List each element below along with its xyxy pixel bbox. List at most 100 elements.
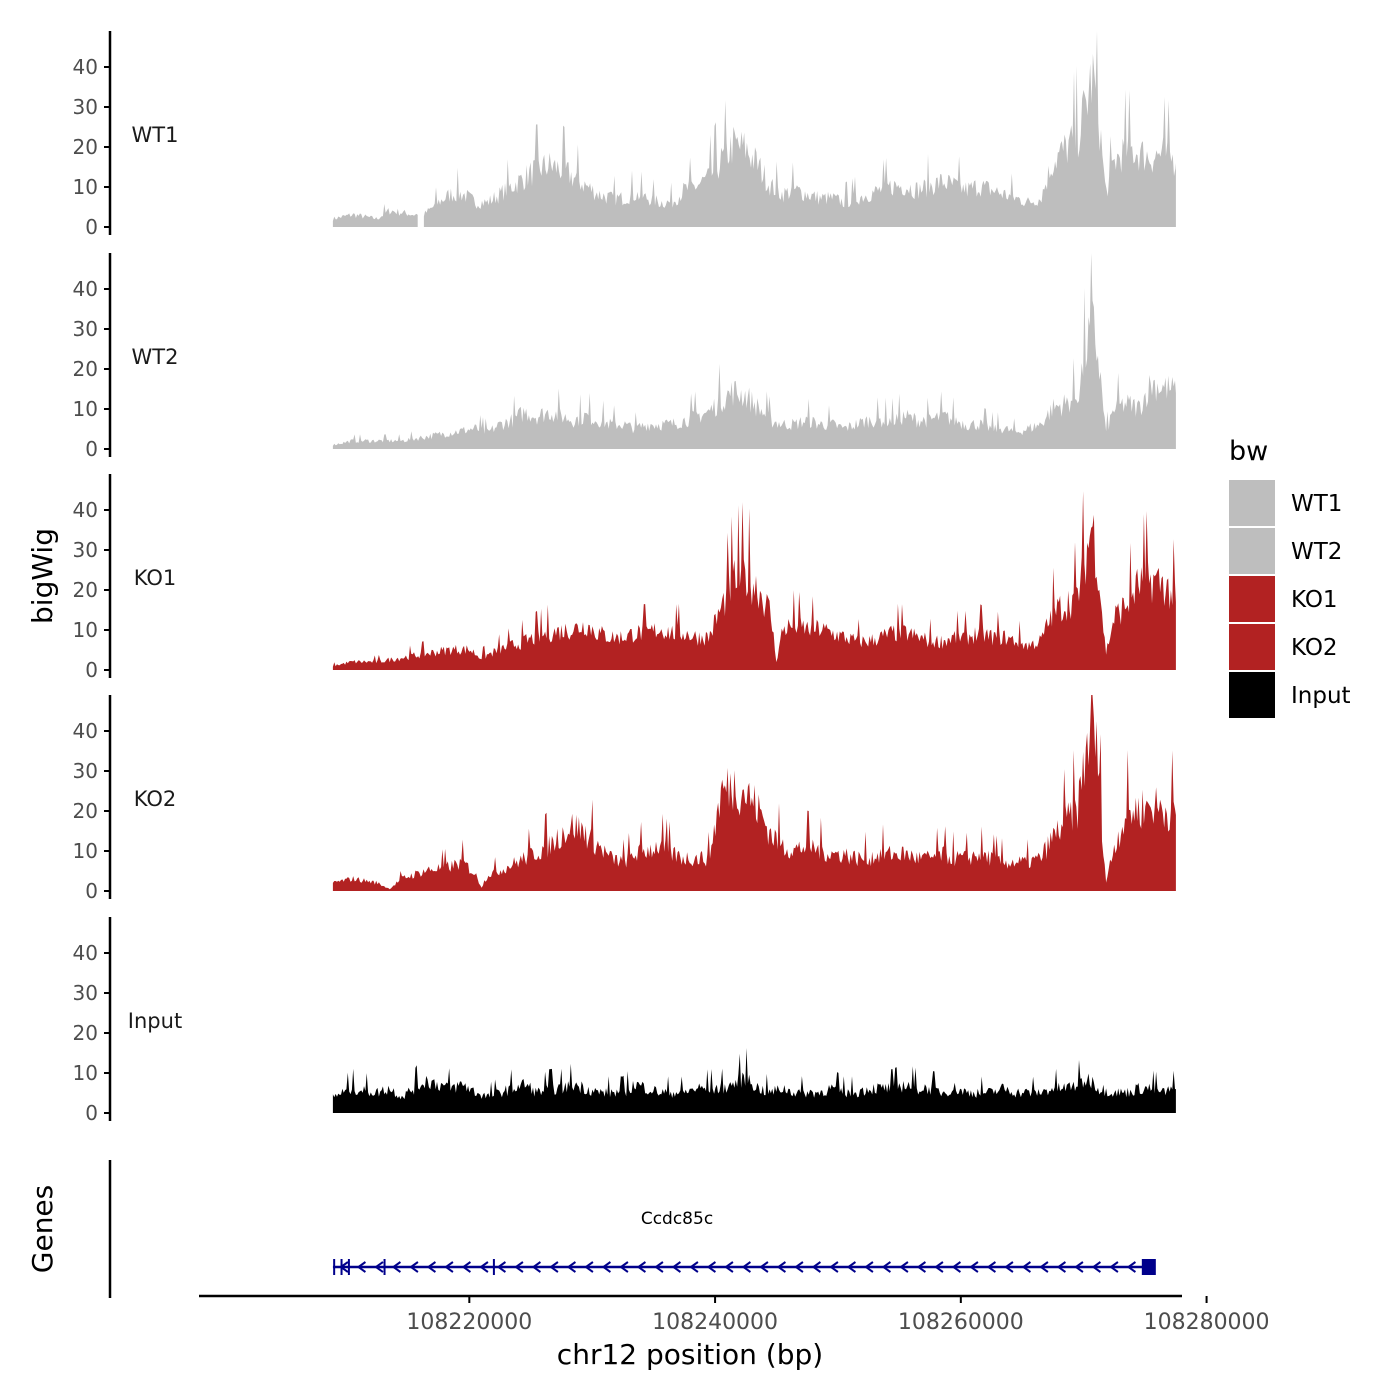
y-tick-label: 0 — [85, 215, 98, 239]
strand-arrow — [776, 1261, 787, 1273]
strand-arrow — [496, 1261, 507, 1273]
legend-swatch-wt2 — [1229, 528, 1275, 574]
exon — [1141, 1259, 1156, 1275]
legend-label-wt2: WT2 — [1291, 539, 1342, 565]
track-label-ko1: KO1 — [134, 566, 177, 590]
x-tick-label: 108240000 — [652, 1310, 778, 1335]
legend-label-ko2: KO2 — [1291, 635, 1338, 661]
y-tick-label: 20 — [73, 1021, 98, 1045]
legend-label-input: Input — [1291, 683, 1351, 709]
y-tick-label: 30 — [73, 538, 98, 562]
track-label-wt2: WT2 — [132, 345, 179, 369]
legend: bw WT1 WT2 KO1 KO2 Input — [1229, 436, 1351, 718]
gene-name-label: Ccdc85c — [641, 1209, 713, 1229]
coverage-area-input — [332, 1048, 1176, 1113]
legend-swatch-input — [1229, 672, 1275, 718]
gene-track-panel: Genes Ccdc85c — [26, 1160, 1156, 1298]
strand-arrow — [1074, 1261, 1084, 1273]
coverage-area-ko2 — [332, 695, 1176, 891]
y-tick-label: 40 — [73, 941, 98, 965]
gene-model — [332, 1259, 1156, 1275]
track-label-input: Input — [128, 1009, 182, 1033]
y-tick-label: 40 — [73, 498, 98, 522]
track-label-ko2: KO2 — [134, 787, 177, 811]
strand-arrow — [636, 1261, 647, 1273]
strand-arrow — [864, 1261, 874, 1273]
y-axis-title: bigWig — [26, 528, 59, 624]
strand-arrow — [1056, 1261, 1067, 1273]
y-tick-label: 10 — [73, 175, 98, 199]
strand-arrow — [899, 1261, 909, 1273]
strand-arrow — [444, 1261, 454, 1273]
y-tick-label: 10 — [73, 618, 98, 642]
y-tick-label: 10 — [73, 1061, 98, 1085]
legend-swatch-ko1 — [1229, 576, 1275, 622]
y-tick-label: 20 — [73, 357, 98, 381]
strand-arrow — [916, 1261, 927, 1273]
y-tick-label: 40 — [73, 55, 98, 79]
legend-label-wt1: WT1 — [1291, 491, 1342, 517]
strand-arrow — [584, 1261, 594, 1273]
y-tick-label: 40 — [73, 277, 98, 301]
strand-arrow — [1109, 1261, 1119, 1273]
exon — [347, 1259, 350, 1275]
track-label-wt1: WT1 — [132, 123, 179, 147]
x-axis-ticks: 108220000 108240000 108260000 108280000 — [406, 1296, 1270, 1335]
legend-swatch-ko2 — [1229, 624, 1275, 670]
exon — [333, 1259, 336, 1275]
y-tick-label: 20 — [73, 799, 98, 823]
coverage-area-wt1-2 — [423, 31, 1176, 227]
legend-items: WT1 WT2 KO1 KO2 Input — [1229, 480, 1351, 718]
strand-arrow — [409, 1261, 419, 1273]
legend-label-ko1: KO1 — [1291, 587, 1338, 613]
strand-arrow — [724, 1261, 734, 1273]
strand-arrow — [479, 1261, 489, 1273]
strand-arrow — [601, 1261, 612, 1273]
strand-arrow — [969, 1261, 979, 1273]
panel-wt1: 0 10 20 30 40 WT1 — [73, 31, 1176, 239]
strand-arrow — [619, 1261, 629, 1273]
strand-arrow — [356, 1261, 367, 1273]
strand-arrow — [759, 1261, 769, 1273]
y-tick-label: 30 — [73, 759, 98, 783]
strand-arrow — [461, 1261, 472, 1273]
exon — [492, 1259, 495, 1275]
strand-arrow — [689, 1261, 699, 1273]
strand-arrow — [374, 1261, 384, 1273]
strand-arrow — [794, 1261, 804, 1273]
y-tick-label: 10 — [73, 397, 98, 421]
legend-swatch-wt1 — [1229, 480, 1275, 526]
y-tick-label: 0 — [85, 437, 98, 461]
exon — [383, 1259, 386, 1275]
y-tick-label: 30 — [73, 981, 98, 1005]
gene-track-label: Genes — [26, 1185, 59, 1273]
y-tick-label: 30 — [73, 317, 98, 341]
y-tick-label: 0 — [85, 879, 98, 903]
strand-arrow — [881, 1261, 892, 1273]
x-tick-label: 108220000 — [406, 1310, 532, 1335]
x-axis: 108220000 108240000 108260000 108280000 chr… — [199, 1294, 1270, 1371]
strand-arrow — [829, 1261, 839, 1273]
strand-arrow — [934, 1261, 944, 1273]
y-tick-label: 20 — [73, 135, 98, 159]
strand-arrow — [1126, 1261, 1137, 1273]
legend-title: bw — [1229, 436, 1268, 467]
track-panels: 0 10 20 30 40 WT1 0 10 20 30 40 WT2 0 10 20 30 40 KO1 0 10 2… — [73, 31, 1176, 1125]
y-tick-label: 10 — [73, 839, 98, 863]
strand-arrow — [549, 1261, 559, 1273]
y-tick-label: 0 — [85, 658, 98, 682]
panel-ko1: 0 10 20 30 40 KO1 — [73, 474, 1176, 682]
panel-ko2: 0 10 20 30 40 KO2 — [73, 695, 1176, 903]
x-tick-label: 108260000 — [898, 1310, 1024, 1335]
strand-arrow — [1091, 1261, 1102, 1273]
strand-arrow — [811, 1261, 822, 1273]
strand-arrow — [566, 1261, 577, 1273]
x-axis-title: chr12 position (bp) — [557, 1338, 823, 1371]
strand-arrow — [426, 1261, 437, 1273]
coverage-area-wt2 — [332, 253, 1176, 449]
y-tick-label: 30 — [73, 95, 98, 119]
y-tick-label: 20 — [73, 578, 98, 602]
strand-arrow — [514, 1261, 524, 1273]
strand-arrow — [1004, 1261, 1014, 1273]
